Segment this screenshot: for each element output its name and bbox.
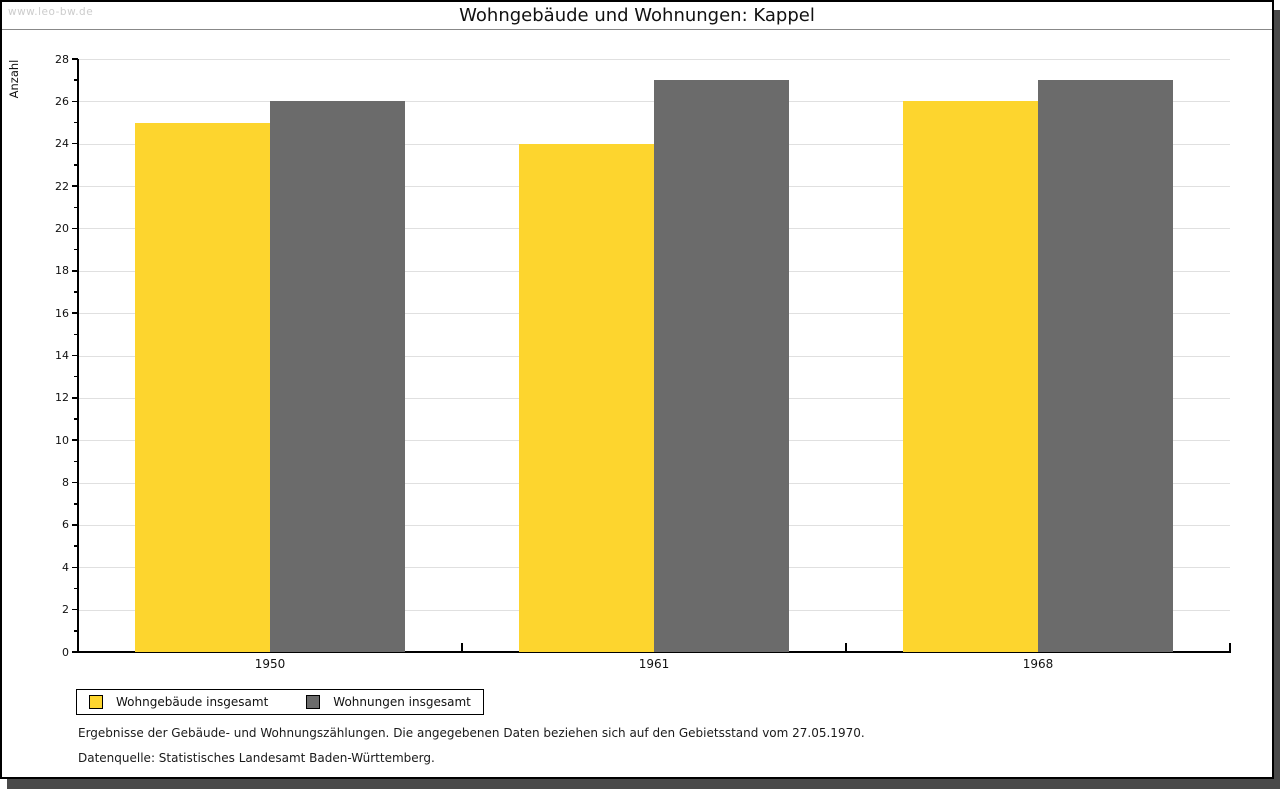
legend-swatch-yellow [89,695,103,709]
chart-title: Wohngebäude und Wohnungen: Kappel [459,5,815,26]
title-separator [2,29,1272,30]
legend-label: Wohnungen insgesamt [333,695,471,709]
footnote-datasource: Datenquelle: Statistisches Landesamt Bad… [78,751,435,765]
watermark: www.leo-bw.de [8,6,94,18]
legend-label: Wohngebäude insgesamt [116,695,269,709]
legend: Wohngebäude insgesamt Wohnungen insgesamt [76,689,484,715]
y-axis-title: Anzahl [7,59,21,99]
legend-entry: Wohnungen insgesamt [306,695,471,709]
footnote-gebietsstand: Ergebnisse der Gebäude- und Wohnungszähl… [78,726,865,740]
legend-swatch-gray [306,695,321,709]
legend-entry: Wohngebäude insgesamt [89,695,268,709]
